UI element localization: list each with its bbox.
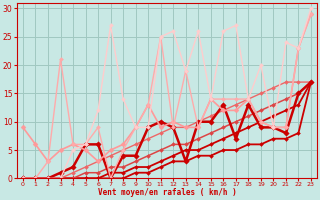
- X-axis label: Vent moyen/en rafales ( km/h ): Vent moyen/en rafales ( km/h ): [98, 188, 236, 197]
